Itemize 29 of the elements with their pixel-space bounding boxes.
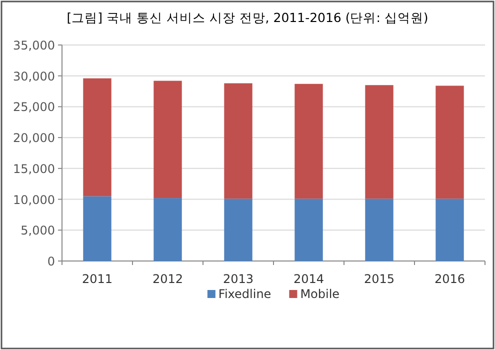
bar (294, 84, 323, 199)
bar (154, 198, 182, 261)
x-tick-label: 2011 (82, 272, 113, 286)
x-tick-label: 2012 (152, 272, 184, 286)
x-tick-label: 2014 (293, 272, 324, 286)
y-tick-label: 10,000 (13, 192, 55, 207)
bar (83, 78, 112, 196)
bar (224, 83, 252, 199)
y-tick-label: 0 (47, 254, 55, 268)
y-tick-label: 30,000 (13, 69, 55, 84)
bar (83, 196, 112, 261)
chart-title: [그림] 국내 통신 서비스 시장 전망, 2011-2016 (단위: 십억원) (66, 10, 428, 25)
x-tick-label: 2016 (434, 272, 466, 286)
x-tick-label: 2013 (222, 272, 254, 286)
bar (154, 80, 182, 198)
y-tick-label: 35,000 (13, 38, 55, 52)
y-tick-label: 15,000 (13, 162, 55, 176)
bar (436, 198, 464, 261)
bar (436, 86, 464, 199)
bar (224, 198, 252, 261)
bar (294, 198, 323, 261)
legend-label: Mobile (300, 287, 340, 301)
legend-label: Fixedline (218, 287, 272, 301)
y-tick-label: 5,000 (20, 224, 55, 238)
bar (365, 85, 394, 199)
y-tick-label: 20,000 (13, 131, 55, 146)
y-tick-label: 25,000 (13, 100, 55, 114)
bar (365, 198, 394, 261)
x-tick-label: 2015 (364, 272, 395, 286)
